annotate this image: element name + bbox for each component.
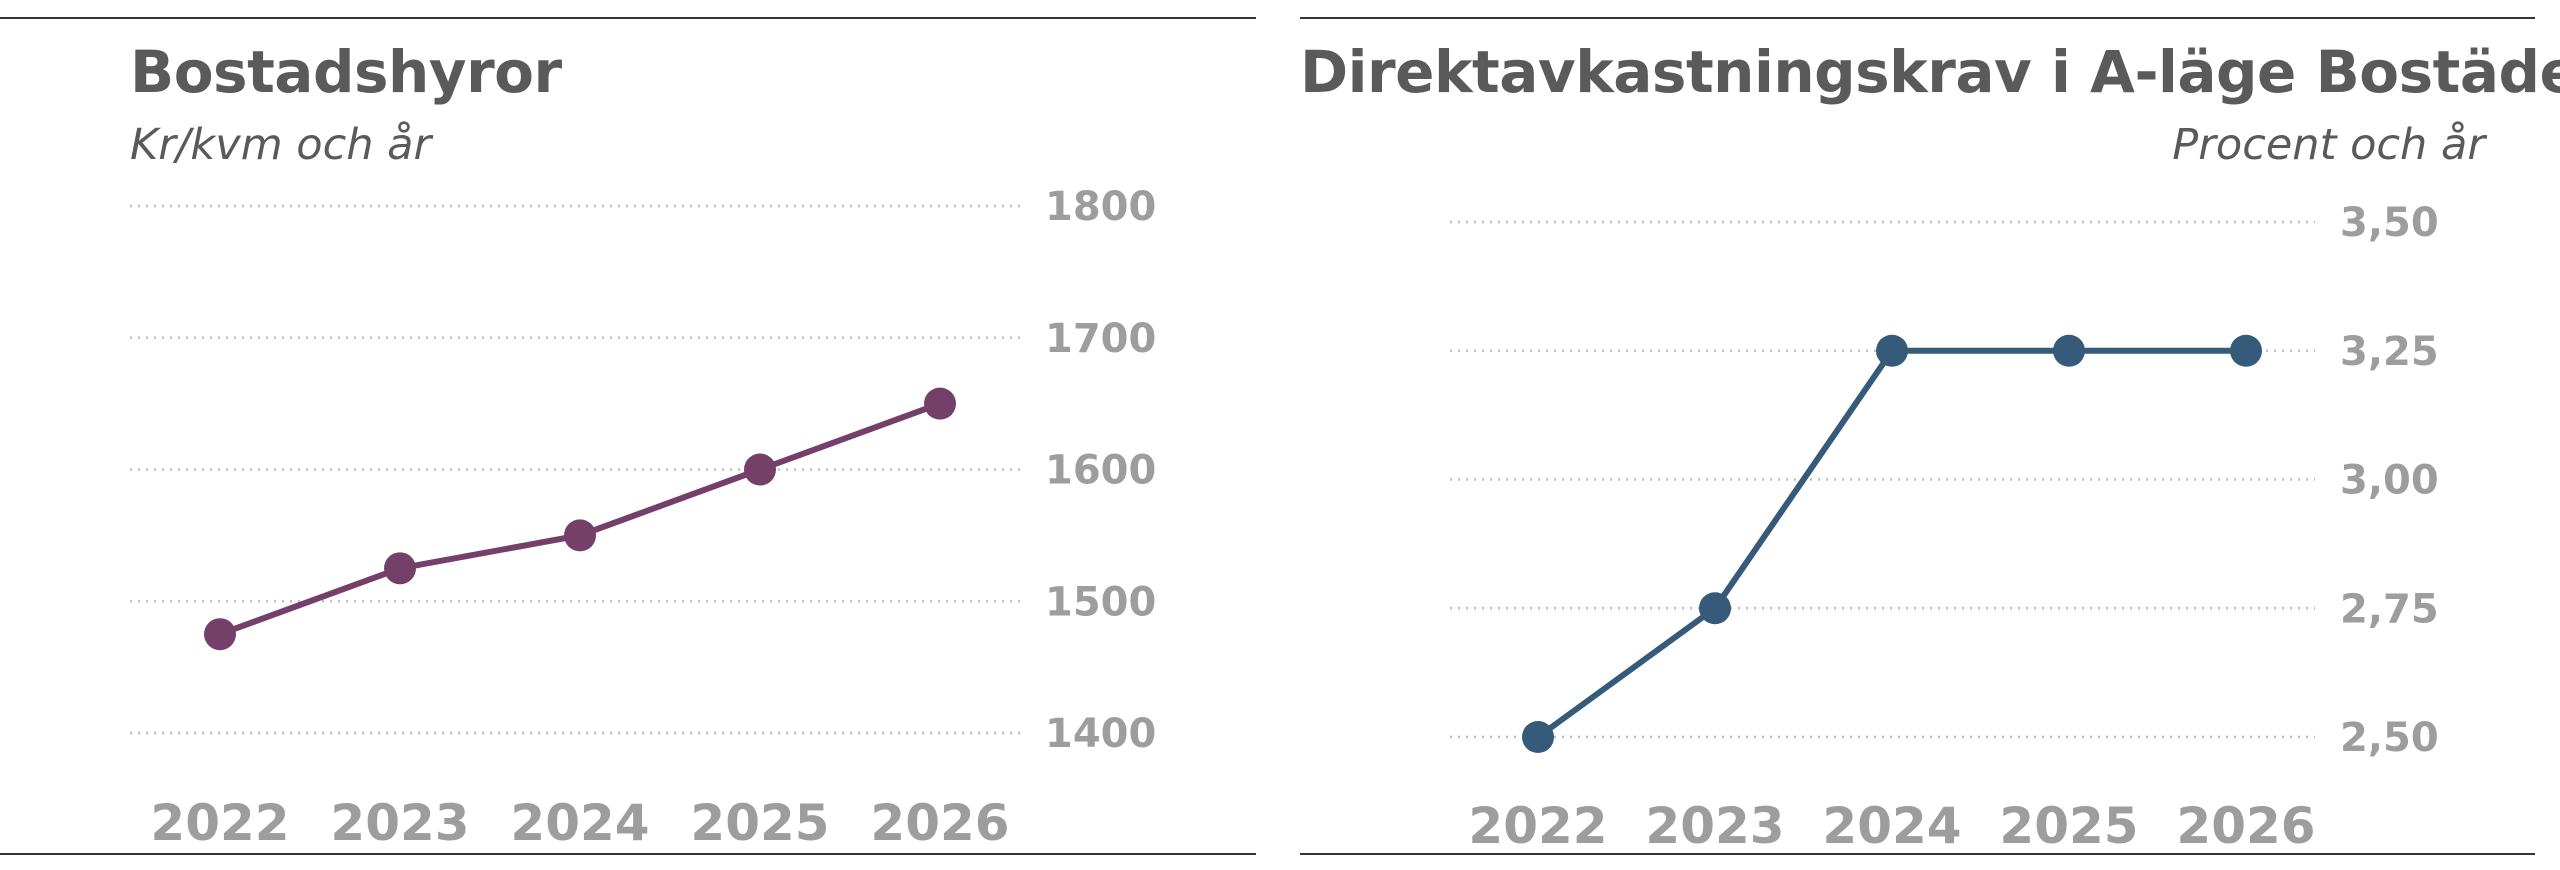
x-tick-label: 2022	[150, 794, 289, 852]
y-axis: 3,50 3,25 3,00 2,75 2,50	[2340, 200, 2439, 761]
data-point	[564, 519, 596, 552]
top-rule	[0, 17, 1256, 19]
data-point	[1699, 592, 1731, 625]
chart-panel-bostadshyror: Bostadshyror Kr/kvm och år 1800 1700 1600 1…	[0, 0, 1270, 870]
y-tick-label: 3,50	[2340, 200, 2439, 246]
x-tick-label: 2023	[330, 794, 469, 852]
chart-subtitle: Kr/kvm och år	[130, 120, 432, 170]
x-axis: 2022 2023 2024 2025 2026	[150, 794, 1009, 852]
data-point	[924, 387, 956, 420]
data-point	[744, 453, 776, 486]
y-tick-label: 1700	[1045, 316, 1156, 362]
data-point	[2053, 334, 2085, 367]
chart-panel-direktavkastningskrav: Direktavkastningskrav i A-läge Bostäder …	[1300, 0, 2560, 870]
x-tick-label: 2026	[2176, 797, 2315, 855]
bottom-rule	[1300, 853, 2535, 855]
x-tick-label: 2023	[1645, 797, 1784, 855]
data-point	[384, 552, 416, 585]
series-line	[1535, 347, 2249, 740]
chart-title: Bostadshyror	[130, 38, 562, 106]
x-tick-label: 2022	[1468, 797, 1607, 855]
top-rule	[1300, 17, 2535, 19]
gridlines	[1450, 220, 2315, 739]
data-point	[1522, 721, 1554, 753]
x-tick-label: 2024	[510, 794, 649, 852]
y-tick-label: 2,50	[2340, 715, 2439, 761]
x-axis: 2022 2023 2024 2025 2026	[1468, 797, 2315, 855]
chart-subtitle: Procent och år	[2172, 120, 2485, 170]
y-tick-label: 1400	[1045, 711, 1156, 757]
x-tick-label: 2024	[1822, 797, 1961, 855]
data-point	[2230, 334, 2262, 367]
x-tick-label: 2025	[690, 794, 829, 852]
line-chart-direktavkastningskrav: 3,50 3,25 3,00 2,75 2,50 2022 2023 2024 2025 2026	[1450, 200, 2439, 855]
y-axis: 1800 1700 1600 1500 1400	[1045, 184, 1156, 757]
bottom-rule	[0, 853, 1256, 855]
x-tick-label: 2025	[1999, 797, 2138, 855]
chart-title: Direktavkastningskrav i A-läge Bostäder	[1300, 38, 2560, 106]
x-tick-label: 2026	[870, 794, 1009, 852]
series-line	[217, 400, 943, 638]
y-tick-label: 3,00	[2340, 458, 2439, 504]
data-point	[1876, 334, 1908, 367]
y-tick-label: 1600	[1045, 448, 1156, 494]
gridlines	[130, 204, 1025, 735]
y-tick-label: 1500	[1045, 579, 1156, 625]
y-tick-label: 3,25	[2340, 329, 2439, 375]
y-tick-label: 2,75	[2340, 586, 2439, 632]
y-tick-label: 1800	[1045, 184, 1156, 230]
line-chart-bostadshyror: 1800 1700 1600 1500 1400 2022 2023 2024 2025 2026	[130, 184, 1156, 852]
data-point	[204, 618, 236, 651]
